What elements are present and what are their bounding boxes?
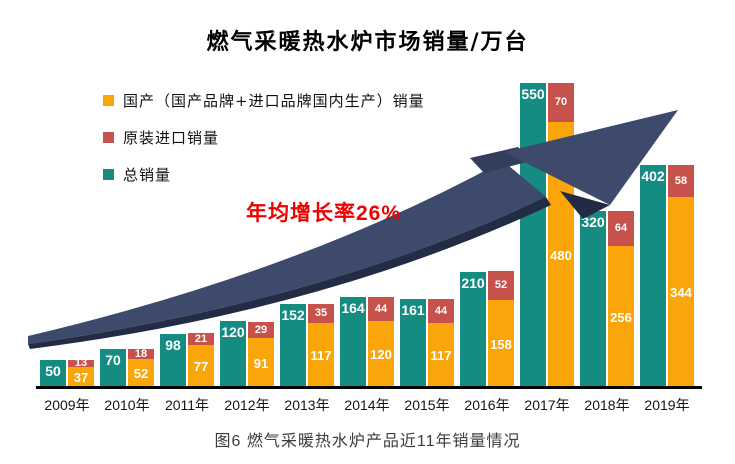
import-value-label: 44 (374, 302, 388, 315)
import-value-label: 52 (494, 279, 508, 291)
year-label: 2009年 (44, 397, 90, 413)
legend: 国产（国产品牌+进口品牌国内生产）销量 原装进口销量 总销量 (103, 90, 425, 201)
domestic-value-label: 480 (550, 247, 572, 263)
year-label: 2017年 (524, 397, 570, 413)
import-bar: 18 (128, 347, 154, 360)
import-bar: 35 (308, 304, 334, 323)
domestic-bar: 77 (188, 345, 214, 388)
domestic-bar: 117 (428, 323, 454, 388)
total-bar: 120 (220, 321, 246, 388)
total-bar: 320 (580, 211, 606, 388)
domestic-bar: 37 (68, 367, 94, 388)
total-bar: 161 (400, 299, 426, 388)
import-bar: 13 (68, 357, 94, 369)
domestic-bar: 91 (248, 338, 274, 388)
domestic-value-label: 117 (310, 348, 332, 363)
import-value-label: 18 (134, 347, 148, 360)
year-label: 2013年 (284, 397, 330, 413)
chart-title: 燃气采暖热水炉市场销量/万台 (206, 29, 529, 55)
year-label: 2019年 (644, 397, 690, 413)
import-value-label: 13 (74, 357, 88, 369)
domestic-value-label: 91 (253, 355, 269, 371)
total-value-label: 164 (341, 300, 365, 316)
domestic-value-label: 52 (133, 366, 149, 381)
legend-swatch-import-icon (103, 131, 114, 143)
legend-item-domestic: 国产（国产品牌+进口品牌国内生产）销量 (103, 90, 425, 110)
import-bar: 70 (548, 83, 574, 122)
import-value-label: 70 (554, 96, 568, 108)
domestic-bar: 117 (308, 323, 334, 388)
total-value-label: 50 (45, 363, 61, 379)
total-bar: 152 (280, 304, 306, 388)
total-value-label: 152 (281, 307, 305, 323)
import-bar: 21 (188, 333, 214, 345)
total-value-label: 550 (521, 86, 545, 102)
domestic-value-label: 37 (73, 370, 89, 385)
legend-swatch-domestic-icon (103, 94, 114, 106)
import-bar: 58 (668, 165, 694, 197)
total-value-label: 161 (401, 302, 425, 318)
total-bar: 164 (340, 297, 366, 388)
domestic-value-label: 117 (430, 348, 452, 363)
domestic-value-label: 120 (370, 347, 392, 362)
legend-label-domestic: 国产（国产品牌+进口品牌国内生产）销量 (123, 91, 425, 110)
import-value-label: 44 (434, 304, 448, 317)
domestic-bar: 52 (128, 359, 154, 388)
legend-label-import: 原装进口销量 (123, 128, 220, 147)
domestic-value-label: 158 (490, 336, 512, 352)
domestic-bar: 480 (548, 122, 574, 388)
x-axis-line (36, 386, 702, 389)
import-value-label: 29 (254, 323, 268, 336)
domestic-bar: 344 (668, 197, 694, 388)
total-bar: 550 (520, 83, 546, 388)
domestic-bar: 120 (368, 321, 394, 388)
growth-rate-annotation: 年均增长率26% (246, 202, 402, 225)
domestic-bar: 158 (488, 300, 514, 388)
import-bar: 64 (608, 211, 634, 246)
total-value-label: 120 (221, 324, 245, 340)
total-bar: 98 (160, 334, 186, 388)
total-value-label: 402 (641, 168, 665, 184)
figure-caption: 图6 燃气采暖热水炉产品近11年销量情况 (214, 433, 521, 450)
total-bar: 70 (100, 349, 126, 388)
import-value-label: 21 (194, 332, 208, 345)
domestic-value-label: 256 (610, 309, 632, 325)
total-value-label: 210 (461, 275, 485, 291)
domestic-bar: 256 (608, 246, 634, 388)
year-label: 2010年 (104, 397, 150, 413)
total-bar: 402 (640, 165, 666, 388)
legend-item-import: 原装进口销量 (103, 127, 425, 147)
import-value-label: 58 (674, 174, 688, 187)
total-value-label: 320 (581, 214, 605, 230)
total-bar: 50 (40, 360, 66, 388)
import-value-label: 35 (314, 307, 328, 319)
year-label: 2012年 (224, 397, 270, 413)
year-label: 2015年 (404, 397, 450, 413)
year-label: 2016年 (464, 397, 510, 413)
import-bar: 44 (368, 297, 394, 321)
total-value-label: 70 (105, 352, 121, 368)
import-bar: 52 (488, 271, 514, 300)
import-value-label: 64 (614, 222, 628, 234)
import-bar: 44 (428, 299, 454, 323)
year-label: 2014年 (344, 397, 390, 413)
total-bar: 210 (460, 272, 486, 388)
domestic-value-label: 344 (670, 285, 692, 300)
total-value-label: 98 (165, 337, 181, 353)
import-bar: 29 (248, 322, 274, 338)
year-label: 2018年 (584, 397, 630, 413)
year-label: 2011年 (164, 397, 210, 413)
domestic-value-label: 77 (193, 359, 209, 374)
